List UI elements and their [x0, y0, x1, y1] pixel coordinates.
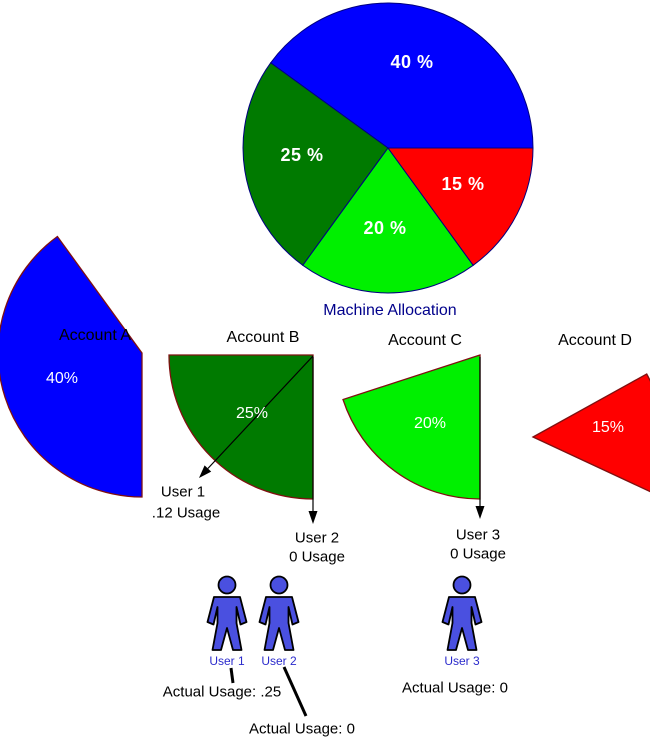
user1-body-icon [206, 596, 248, 651]
user3-figure-label: User 3 [444, 654, 480, 668]
connector-user1 [229, 667, 235, 684]
user3-body-icon [441, 596, 483, 651]
account-c-title: Account C [388, 332, 462, 349]
arrow-to-user2-arrowhead-icon [308, 511, 318, 524]
person-icon-user3 [441, 575, 483, 651]
account-d-title: Account D [558, 332, 632, 349]
user2-head-icon [269, 575, 289, 595]
user3-callout-usage: 0 Usage [450, 545, 506, 563]
user2-actual-usage: Actual Usage: 0 [249, 720, 355, 738]
account-wedge-2 [342, 354, 481, 500]
account-a-title: Account A [58, 327, 132, 344]
pie-slice-label-b: 25 % [280, 145, 324, 165]
pie-slice-label-c: 20 % [363, 218, 407, 238]
pie-slice-label-d: 15 % [441, 174, 485, 194]
user2-body-icon [258, 596, 300, 651]
account-wedge-3 [531, 373, 650, 493]
arrow-to-user3-arrowhead-icon [475, 506, 485, 519]
user1-callout-usage: .12 Usage [151, 504, 221, 522]
wedge-label-a: 40% [45, 370, 79, 387]
account-b-title: Account B [226, 329, 300, 346]
user1-callout-name: User 1 [160, 483, 206, 501]
person-icon-user1 [206, 575, 248, 651]
user3-callout-name: User 3 [455, 526, 501, 544]
user3-head-icon [452, 575, 472, 595]
user1-figure-label: User 1 [209, 654, 245, 668]
user1-actual-usage: Actual Usage: .25 [162, 683, 282, 701]
pie-slice-0 [270, 2, 534, 149]
wedge-label-d: 15% [591, 419, 625, 436]
user2-figure-label: User 2 [261, 654, 297, 668]
user2-callout-usage: 0 Usage [289, 548, 345, 566]
user3-actual-usage: Actual Usage: 0 [402, 679, 508, 697]
user2-callout-name: User 2 [294, 529, 340, 547]
pie-slice-3 [387, 147, 534, 266]
pie-slice-label-a: 40 % [390, 52, 434, 72]
connector-user2 [282, 666, 308, 717]
arrow-to-user1 [207, 355, 314, 469]
person-icon-user2 [258, 575, 300, 651]
chart-title: Machine Allocation [323, 302, 457, 319]
account-wedge-0 [0, 235, 143, 498]
pie-slice-1 [242, 62, 389, 266]
wedge-label-b: 25% [235, 405, 269, 422]
arrow-to-user1-arrowhead-icon [199, 465, 212, 478]
pie-slice-2 [302, 147, 474, 294]
wedge-label-c: 20% [413, 415, 447, 432]
user1-head-icon [217, 575, 237, 595]
account-wedge-1 [168, 354, 314, 500]
